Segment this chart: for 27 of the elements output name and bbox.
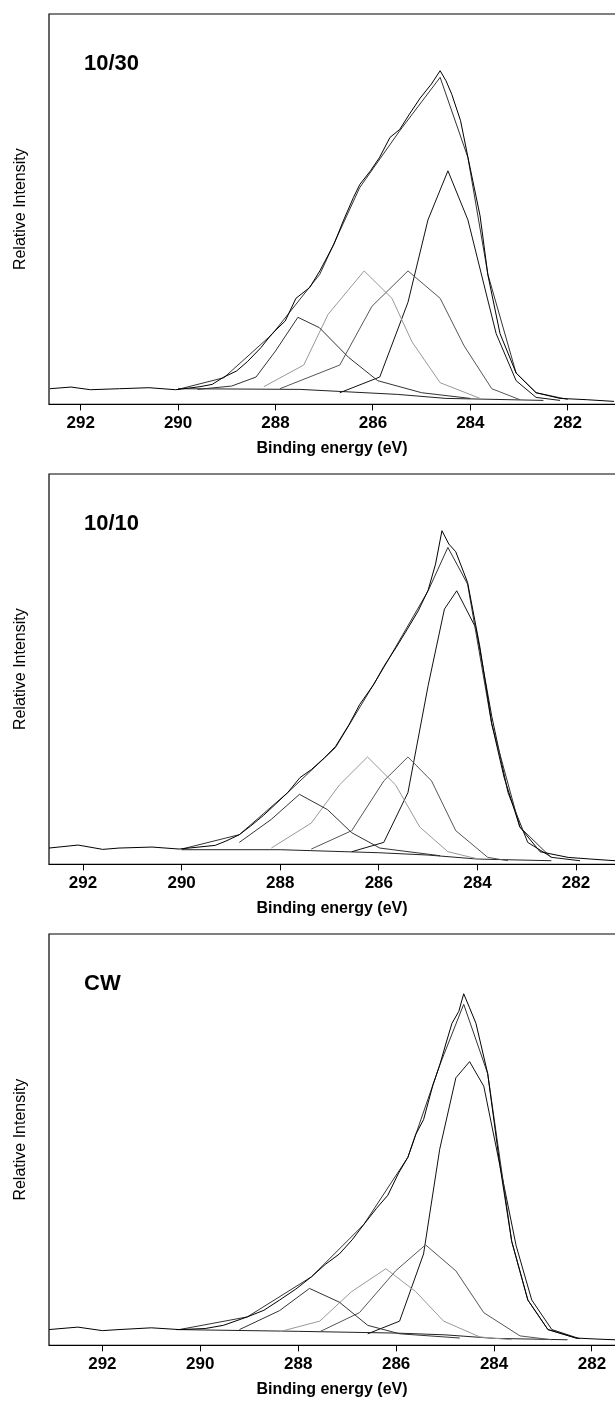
x-tick-label: 290 <box>186 1354 215 1374</box>
x-tick-label: 284 <box>479 1354 509 1374</box>
x-tick-label: 286 <box>358 413 388 433</box>
x-tick-label: 286 <box>364 873 394 893</box>
x-axis-title: Binding energy (eV) <box>256 438 408 456</box>
x-tick-label: 292 <box>66 413 95 433</box>
y-axis-title: Relative Intensity <box>11 148 29 271</box>
x-axis-title: Binding energy (eV) <box>256 1379 408 1397</box>
x-tick-label: 292 <box>68 873 98 893</box>
chart-title: CW <box>84 970 121 995</box>
x-tick-label: 282 <box>577 1354 607 1374</box>
x-tick-label: 292 <box>88 1354 117 1374</box>
x-axis-title: Binding energy (eV) <box>256 898 408 916</box>
x-tick-label: 282 <box>553 413 582 433</box>
x-tick-label: 282 <box>561 873 591 893</box>
y-axis-title: Relative Intensity <box>11 608 29 731</box>
x-tick-label: 290 <box>167 873 196 893</box>
x-tick-label: 286 <box>381 1354 411 1374</box>
x-tick-label: 290 <box>163 413 193 433</box>
x-tick-label: 288 <box>284 1354 313 1374</box>
x-tick-label: 284 <box>463 873 493 893</box>
x-tick-label: 288 <box>261 413 290 433</box>
chart-title: 10/10 <box>84 510 140 535</box>
chart-title: 10/30 <box>84 50 140 75</box>
x-tick-label: 288 <box>266 873 295 893</box>
x-tick-label: 284 <box>456 413 486 433</box>
y-axis-title: Relative Intensity <box>11 1078 29 1201</box>
